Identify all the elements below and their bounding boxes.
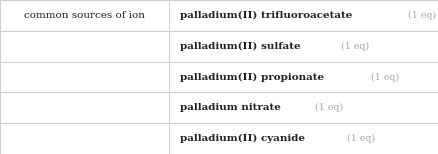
Text: palladium(II) cyanide: palladium(II) cyanide <box>180 134 304 143</box>
Text: palladium(II) propionate: palladium(II) propionate <box>180 72 323 82</box>
Text: (1 eq): (1 eq) <box>407 11 435 20</box>
Text: palladium(II) trifluoroacetate: palladium(II) trifluoroacetate <box>180 11 352 20</box>
Text: common sources of ion: common sources of ion <box>24 11 145 20</box>
Text: palladium nitrate: palladium nitrate <box>180 103 280 112</box>
Text: palladium(II) sulfate: palladium(II) sulfate <box>180 42 300 51</box>
Text: (1 eq): (1 eq) <box>346 134 374 143</box>
Text: (1 eq): (1 eq) <box>371 72 399 82</box>
Text: (1 eq): (1 eq) <box>340 42 368 51</box>
Text: (1 eq): (1 eq) <box>314 103 343 112</box>
